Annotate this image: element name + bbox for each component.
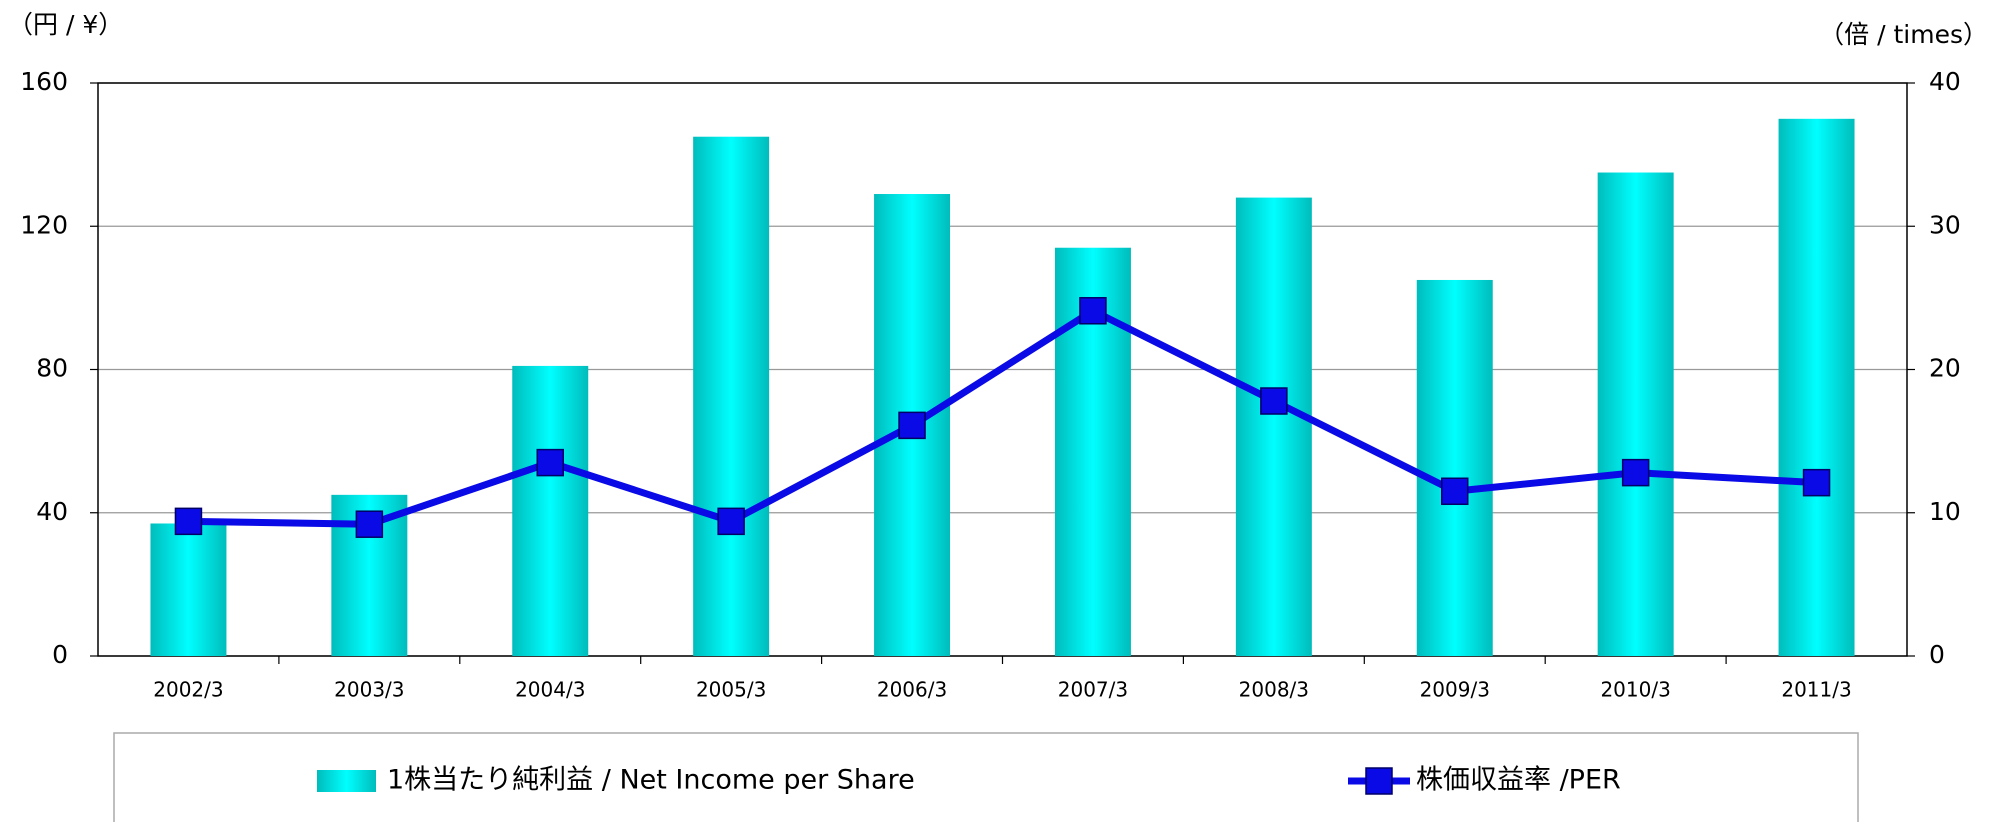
y-tick-label: 120	[20, 210, 68, 239]
bar	[1235, 197, 1312, 656]
x-tick-label: 2008/3	[1239, 678, 1309, 702]
bar	[1597, 172, 1674, 656]
marker	[1079, 297, 1107, 325]
x-tick-label: 2011/3	[1781, 678, 1851, 702]
y2-tick-label: 30	[1929, 210, 1961, 239]
marker	[1802, 468, 1831, 497]
marker	[355, 510, 384, 538]
legend-label: 株価収益率 /PER	[1416, 765, 1621, 796]
bar	[512, 365, 589, 656]
bar	[150, 523, 227, 656]
marker	[898, 411, 926, 440]
x-tick-label: 2003/3	[334, 678, 404, 702]
x-tick-label: 2007/3	[1058, 678, 1128, 702]
x-tick-label: 2002/3	[153, 678, 223, 702]
bar	[1778, 118, 1855, 656]
y2-tick-label: 10	[1929, 497, 1961, 526]
y2-tick-label: 20	[1929, 354, 1961, 383]
marker	[717, 507, 745, 536]
x-tick-label: 2009/3	[1420, 678, 1490, 702]
legend-swatch	[317, 770, 376, 792]
y-tick-label: 160	[20, 67, 68, 96]
marker	[174, 507, 203, 536]
x-tick-label: 2010/3	[1600, 678, 1670, 702]
x-tick-label: 2006/3	[877, 678, 947, 702]
y2-axis-label: （倍 / times）	[1819, 20, 1988, 49]
legend-marker	[1365, 767, 1393, 795]
x-tick-label: 2005/3	[696, 678, 766, 702]
marker	[1260, 387, 1288, 415]
legend-label: 1株当たり純利益 / Net Income per Share	[387, 765, 915, 796]
y2-tick-label: 0	[1929, 640, 1945, 669]
bar	[1416, 279, 1493, 656]
y2-tick-label: 40	[1929, 67, 1961, 96]
y-axis-label: （円 / ¥）	[8, 10, 123, 39]
marker	[1441, 477, 1469, 506]
y-tick-label: 80	[36, 354, 68, 383]
x-tick-label: 2004/3	[515, 678, 585, 702]
bar	[693, 136, 770, 656]
marker	[1621, 458, 1650, 487]
y-tick-label: 0	[52, 640, 68, 669]
y-tick-label: 40	[36, 497, 68, 526]
marker	[536, 448, 564, 477]
legend-box	[113, 732, 1859, 826]
line	[188, 307, 1817, 528]
